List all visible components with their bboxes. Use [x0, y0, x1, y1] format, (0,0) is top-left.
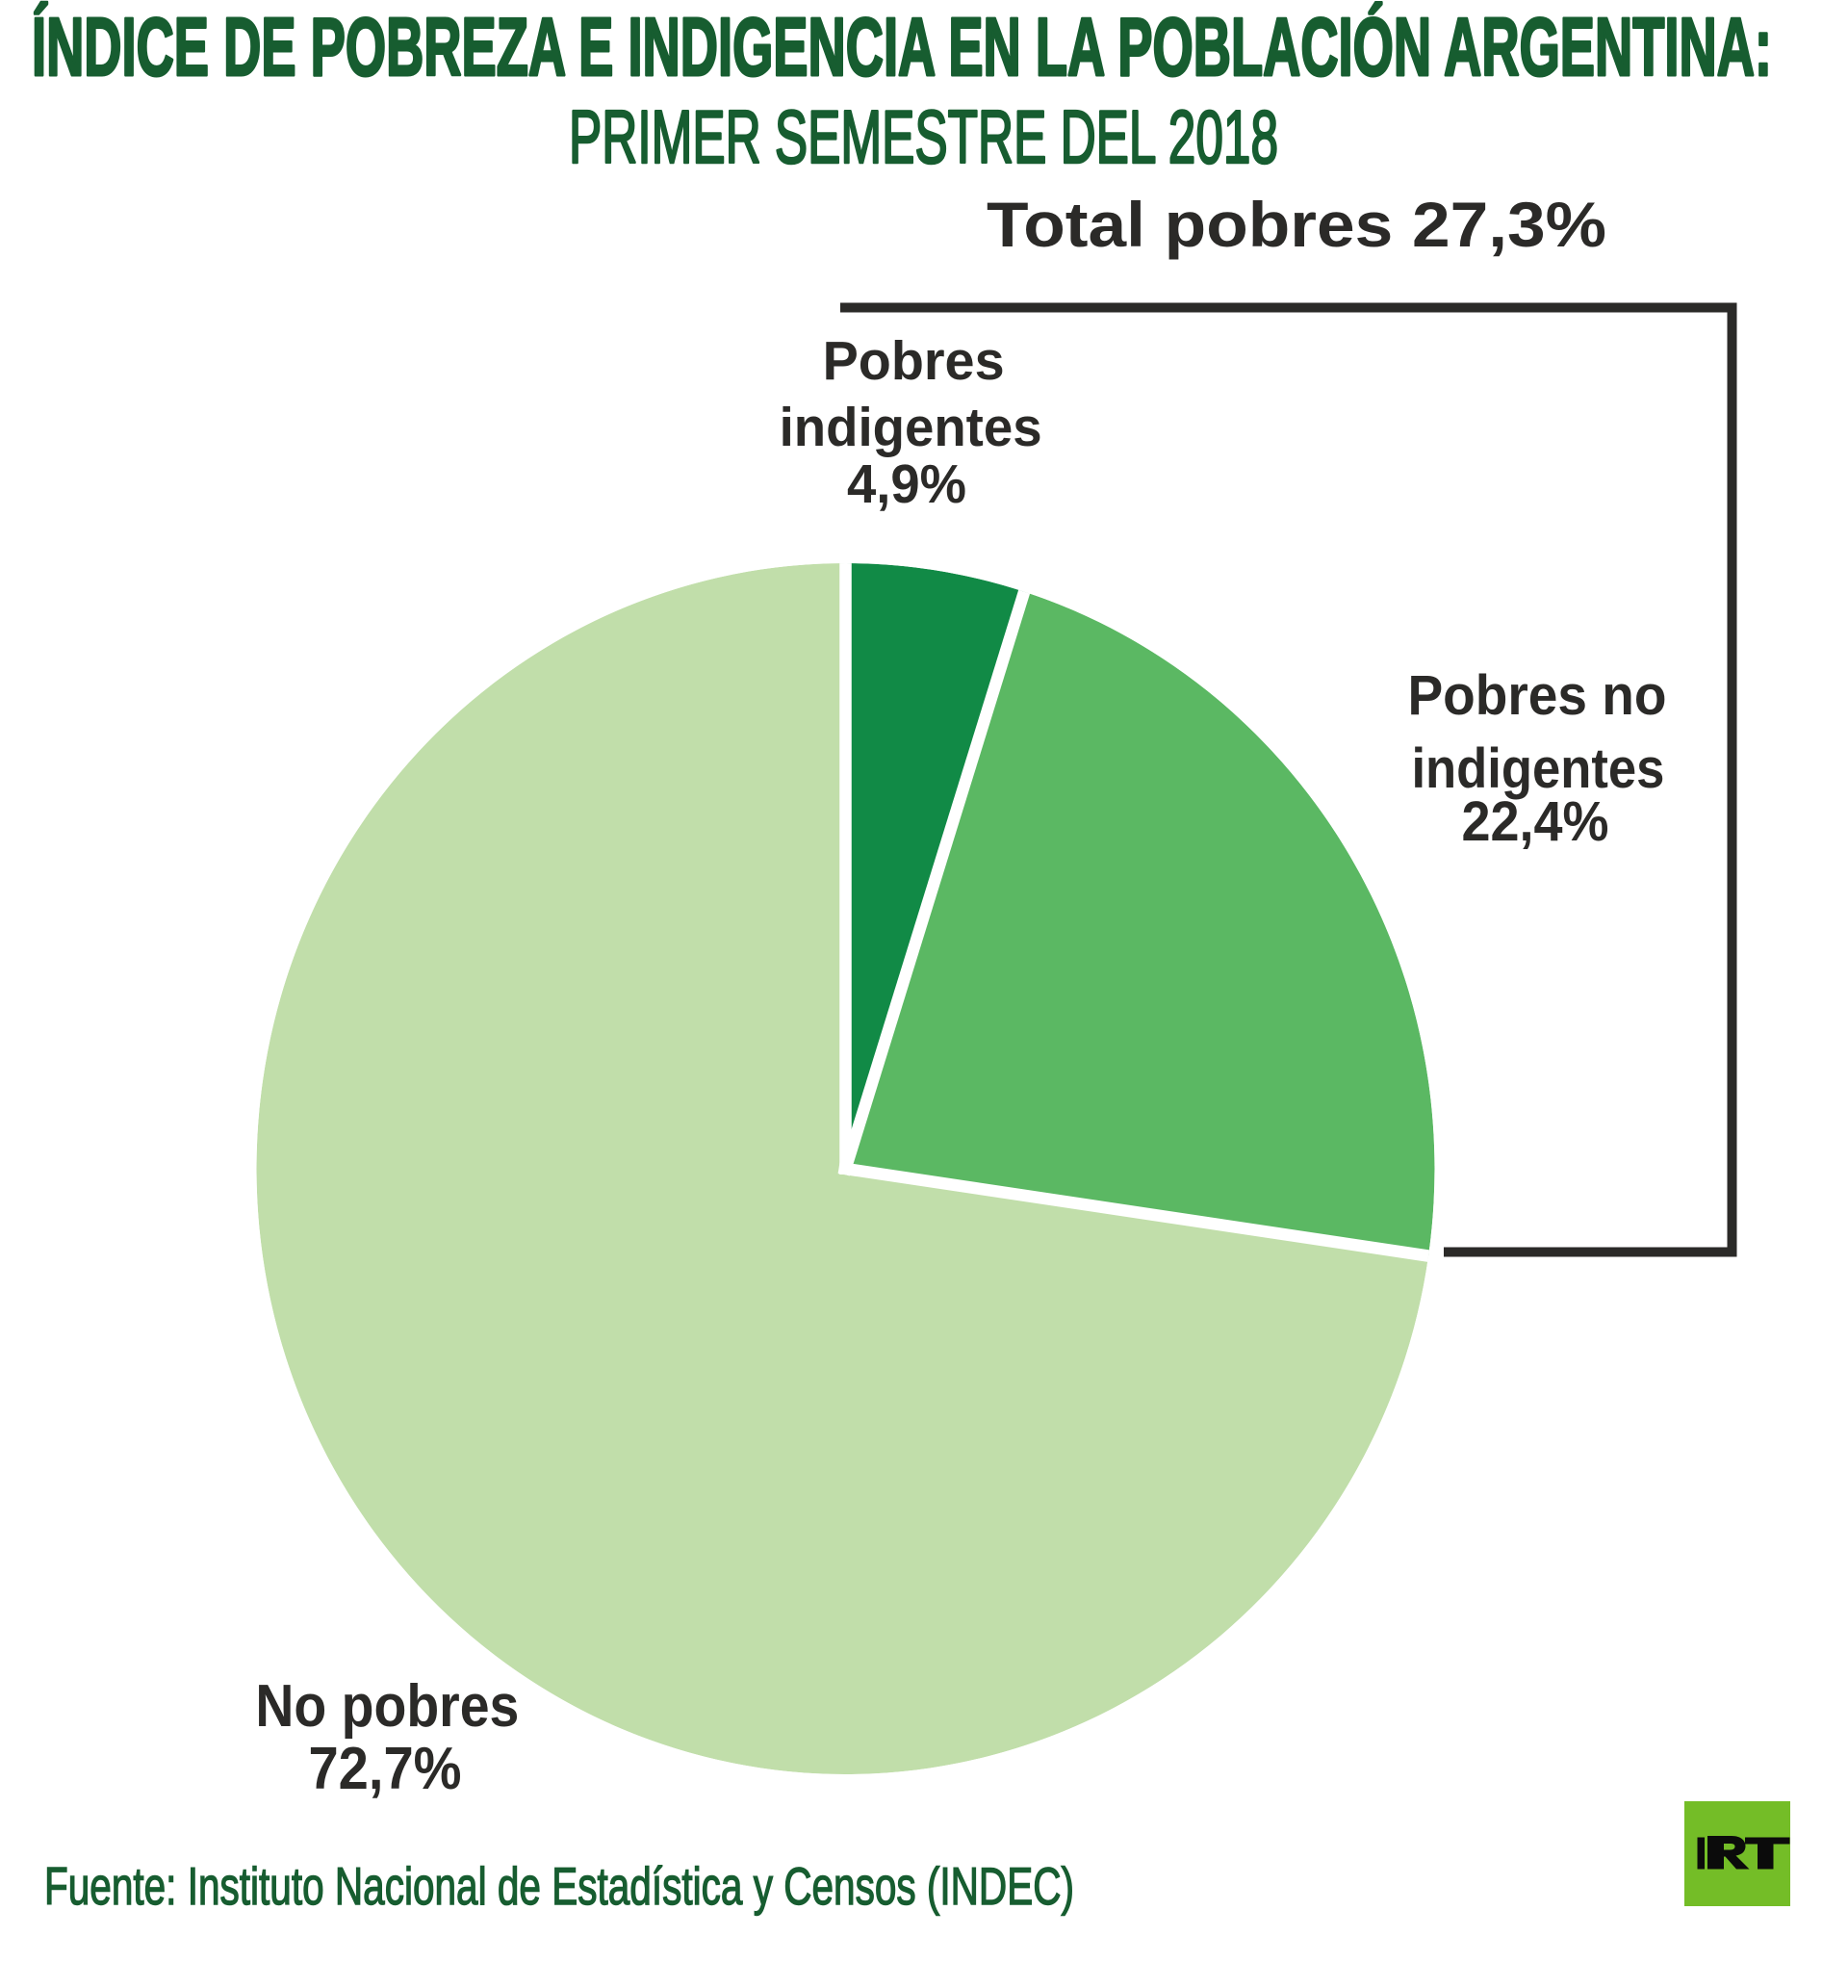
svg-text:Fuente: Instituto Nacional de: Fuente: Instituto Nacional de Estadístic… [44, 1856, 1074, 1916]
svg-text:No pobres 72,7%: No pobres 72,7% [255, 1673, 535, 1802]
svg-text:Total pobres 27,3%: Total pobres 27,3% [987, 189, 1606, 260]
svg-text:ÍNDICE DE POBREZA E INDIGENCIA: ÍNDICE DE POBREZA E INDIGENCIA EN LA POB… [32, 2, 1772, 93]
svg-text:Pobres indigentes 4,9%: Pobres indigentes 4,9% [780, 330, 1058, 515]
svg-text:PRIMER SEMESTRE DEL 2018: PRIMER SEMESTRE DEL 2018 [569, 94, 1278, 179]
svg-text:Pobres no indigentes 2: Pobres no indigentes 22,4% [1407, 664, 1681, 853]
